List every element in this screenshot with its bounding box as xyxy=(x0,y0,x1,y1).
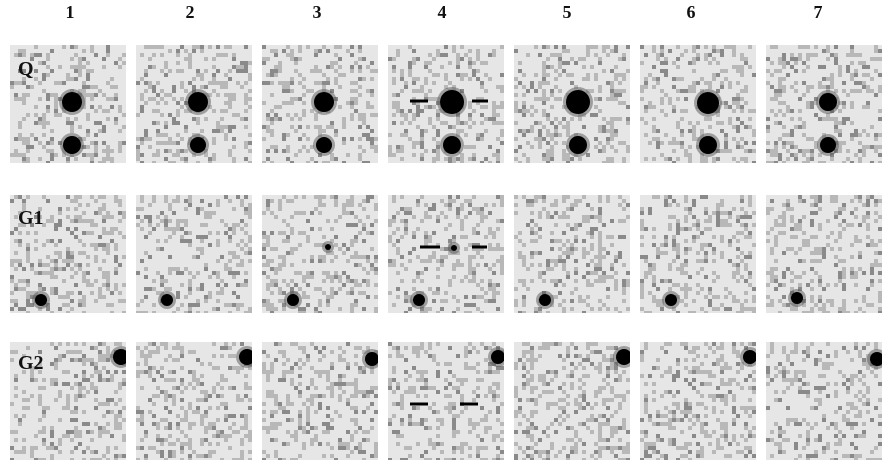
source-blob xyxy=(451,245,457,251)
noise-image xyxy=(136,342,252,460)
source-blob xyxy=(870,352,882,366)
noise-image xyxy=(514,45,630,163)
source-blob xyxy=(325,244,331,250)
source-blob xyxy=(569,136,587,154)
panel-q-3 xyxy=(262,45,378,163)
source-blob xyxy=(819,93,837,111)
source-blob xyxy=(697,92,719,114)
panel-g2-1 xyxy=(10,342,126,460)
source-blob xyxy=(35,294,47,306)
source-blob xyxy=(743,350,756,364)
panel-g2-2 xyxy=(136,342,252,460)
panel-g2-7 xyxy=(766,342,882,460)
noise-image xyxy=(10,45,126,163)
source-blob xyxy=(190,137,206,153)
column-number-5: 5 xyxy=(562,2,572,22)
noise-image xyxy=(262,195,378,313)
panel-g2-6 xyxy=(640,342,756,460)
source-blob xyxy=(440,90,464,114)
source-blob xyxy=(791,292,803,304)
column-number-4: 4 xyxy=(437,2,447,22)
source-blob xyxy=(699,136,717,154)
source-blob xyxy=(314,92,334,112)
noise-image xyxy=(640,45,756,163)
source-blob xyxy=(413,294,425,306)
source-blob xyxy=(365,352,378,366)
noise-image xyxy=(640,195,756,313)
panel-g1-7 xyxy=(766,195,882,313)
source-blob xyxy=(566,90,590,114)
noise-image xyxy=(10,342,126,460)
noise-image xyxy=(766,342,882,460)
row-label-g1: G1 xyxy=(18,207,44,229)
source-blob xyxy=(539,294,551,306)
noise-image xyxy=(514,195,630,313)
panel-g2-5 xyxy=(514,342,630,460)
column-number-6: 6 xyxy=(686,2,696,22)
column-number-3: 3 xyxy=(312,2,322,22)
panel-g2-3 xyxy=(262,342,378,460)
panel-g1-5 xyxy=(514,195,630,313)
source-blob xyxy=(239,349,252,365)
source-blob xyxy=(665,294,677,306)
source-blob xyxy=(491,350,504,364)
noise-image xyxy=(262,342,378,460)
column-number-2: 2 xyxy=(185,2,195,22)
noise-image xyxy=(388,195,504,313)
row-label-g2: G2 xyxy=(18,352,44,374)
noise-image xyxy=(766,195,882,313)
panel-q-5 xyxy=(514,45,630,163)
noise-image xyxy=(136,45,252,163)
noise-image xyxy=(136,195,252,313)
panel-g2-4 xyxy=(388,342,504,460)
source-blob xyxy=(287,294,299,306)
noise-image xyxy=(514,342,630,460)
row-label-q: Q xyxy=(18,58,34,80)
panel-q-4 xyxy=(388,45,504,163)
panel-q-6 xyxy=(640,45,756,163)
panel-g1-3 xyxy=(262,195,378,313)
noise-image xyxy=(388,342,504,460)
source-blob xyxy=(63,136,81,154)
panel-g1-1 xyxy=(10,195,126,313)
source-blob xyxy=(188,92,208,112)
panel-q-7 xyxy=(766,45,882,163)
column-number-1: 1 xyxy=(65,2,75,22)
source-blob xyxy=(443,136,461,154)
panel-g1-4 xyxy=(388,195,504,313)
source-blob xyxy=(820,137,836,153)
panel-q-2 xyxy=(136,45,252,163)
source-blob xyxy=(62,92,82,112)
panel-g1-2 xyxy=(136,195,252,313)
source-blob xyxy=(161,294,173,306)
source-blob xyxy=(316,137,332,153)
noise-image xyxy=(10,195,126,313)
column-number-7: 7 xyxy=(813,2,823,22)
source-blob xyxy=(113,349,126,365)
source-blob xyxy=(616,349,630,365)
panel-q-1 xyxy=(10,45,126,163)
noise-image xyxy=(262,45,378,163)
noise-image xyxy=(388,45,504,163)
noise-image xyxy=(640,342,756,460)
noise-image xyxy=(766,45,882,163)
panel-g1-6 xyxy=(640,195,756,313)
